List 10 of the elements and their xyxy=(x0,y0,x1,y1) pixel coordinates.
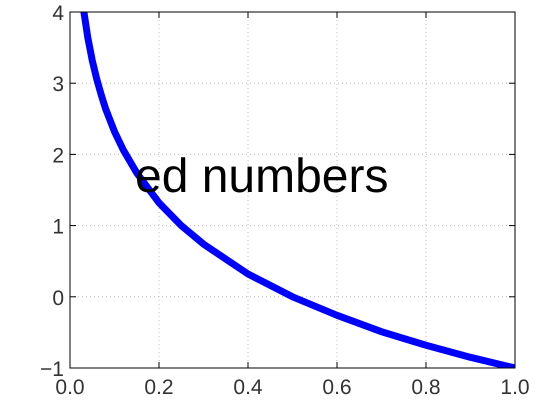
x-tick-label: 0.8 xyxy=(411,376,441,399)
x-tick-label: 0.2 xyxy=(144,376,174,399)
y-tick-label: 2 xyxy=(52,144,64,168)
x-tick-label: 0.4 xyxy=(233,376,263,399)
x-tick-label: 1.0 xyxy=(500,376,530,399)
y-tick-label: 1 xyxy=(52,216,64,239)
x-tick-label: 0.6 xyxy=(322,376,352,399)
y-tick-label: 4 xyxy=(52,2,64,25)
y-tick-label: 3 xyxy=(52,73,64,96)
y-tick-label: 0 xyxy=(52,286,64,310)
